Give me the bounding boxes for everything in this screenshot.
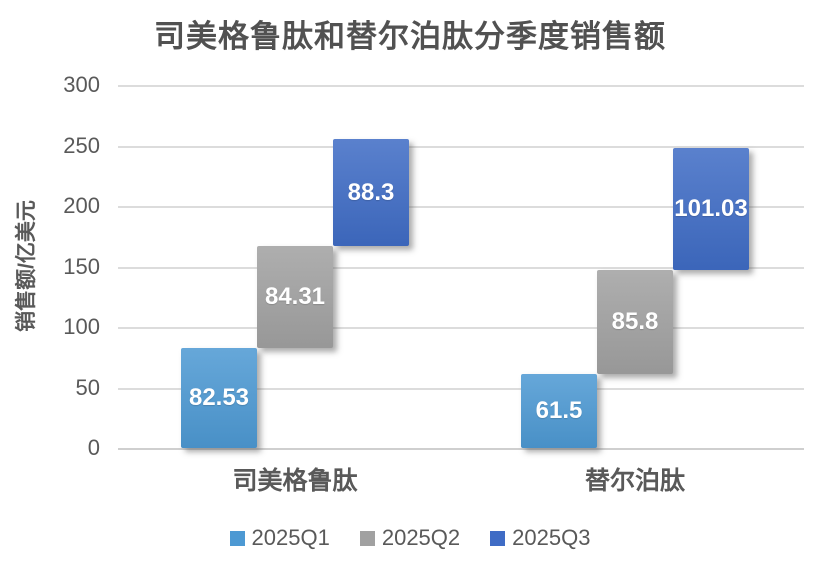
x-axis-line <box>118 448 804 450</box>
bar-value-label: 101.03 <box>674 194 748 222</box>
bar-value-label: 84.31 <box>264 283 326 311</box>
legend-item-2025Q3: 2025Q3 <box>490 525 590 551</box>
legend-swatch-icon <box>359 530 375 546</box>
gridline <box>118 206 804 208</box>
y-tick-label: 250 <box>63 132 100 158</box>
legend-label: 2025Q2 <box>381 525 461 550</box>
legend: 2025Q1 2025Q2 2025Q3 <box>0 523 820 553</box>
gridline <box>118 266 804 269</box>
bar-2025Q2-司美格鲁肽: 84.31 <box>257 246 333 349</box>
bar-value-label: 82.53 <box>188 384 250 412</box>
gridline <box>118 145 804 148</box>
legend-label: 2025Q3 <box>512 525 591 550</box>
bar-2025Q1-司美格鲁肽: 82.53 <box>181 348 257 448</box>
bar-value-label: 61.5 <box>535 396 583 424</box>
bar-2025Q2-替尔泊肽: 85.8 <box>597 269 673 374</box>
y-tick-label: 200 <box>63 193 100 218</box>
category-label-司美格鲁肽: 司美格鲁肽 <box>232 467 358 495</box>
bar-2025Q3-替尔泊肽: 101.03 <box>673 147 749 270</box>
plot-area: 82.53 84.31 88.3 61.5 85.8 101.03 <box>118 85 804 450</box>
bar-value-label: 85.8 <box>611 307 659 335</box>
legend-item-2025Q2: 2025Q2 <box>359 525 461 551</box>
legend-swatch-icon <box>490 530 506 546</box>
gridline <box>118 85 804 87</box>
y-tick-label: 300 <box>63 72 100 97</box>
bar-2025Q1-替尔泊肽: 61.5 <box>521 373 597 448</box>
legend-item-2025Q1: 2025Q1 <box>229 525 330 551</box>
y-tick-label: 150 <box>63 253 100 279</box>
bar-value-label: 88.3 <box>347 178 395 206</box>
category-label-替尔泊肽: 替尔泊肽 <box>584 467 685 495</box>
legend-label: 2025Q1 <box>251 525 330 550</box>
legend-swatch-icon <box>229 530 245 546</box>
chart-title: 司美格鲁肽和替尔泊肽分季度销售额 <box>154 19 666 54</box>
y-tick-label: 100 <box>63 314 100 339</box>
y-tick-label: 0 <box>87 435 100 460</box>
bar-2025Q3-司美格鲁肽: 88.3 <box>333 139 409 247</box>
y-tick-label: 50 <box>75 374 100 400</box>
gridline <box>118 327 804 329</box>
gridline <box>118 387 804 390</box>
